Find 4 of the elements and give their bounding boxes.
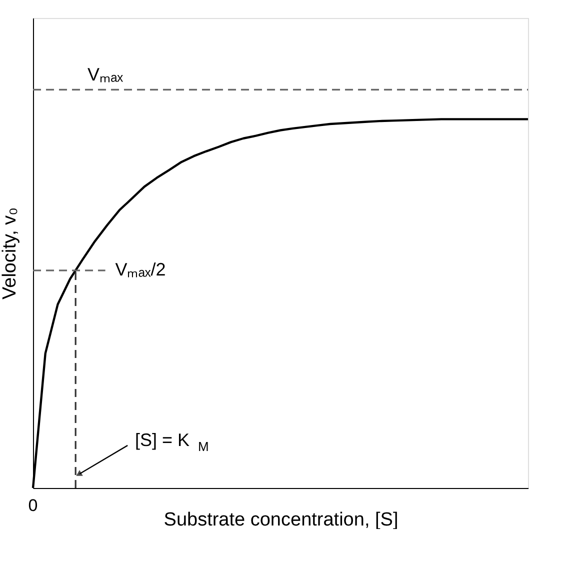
y-axis-title: Velocity, v₀ <box>0 207 20 300</box>
ref-line-label: Vₘₐₓ <box>87 64 124 85</box>
text: 0 <box>28 496 38 515</box>
ref-line-label: Vₘₐₓ/2 <box>115 259 166 280</box>
